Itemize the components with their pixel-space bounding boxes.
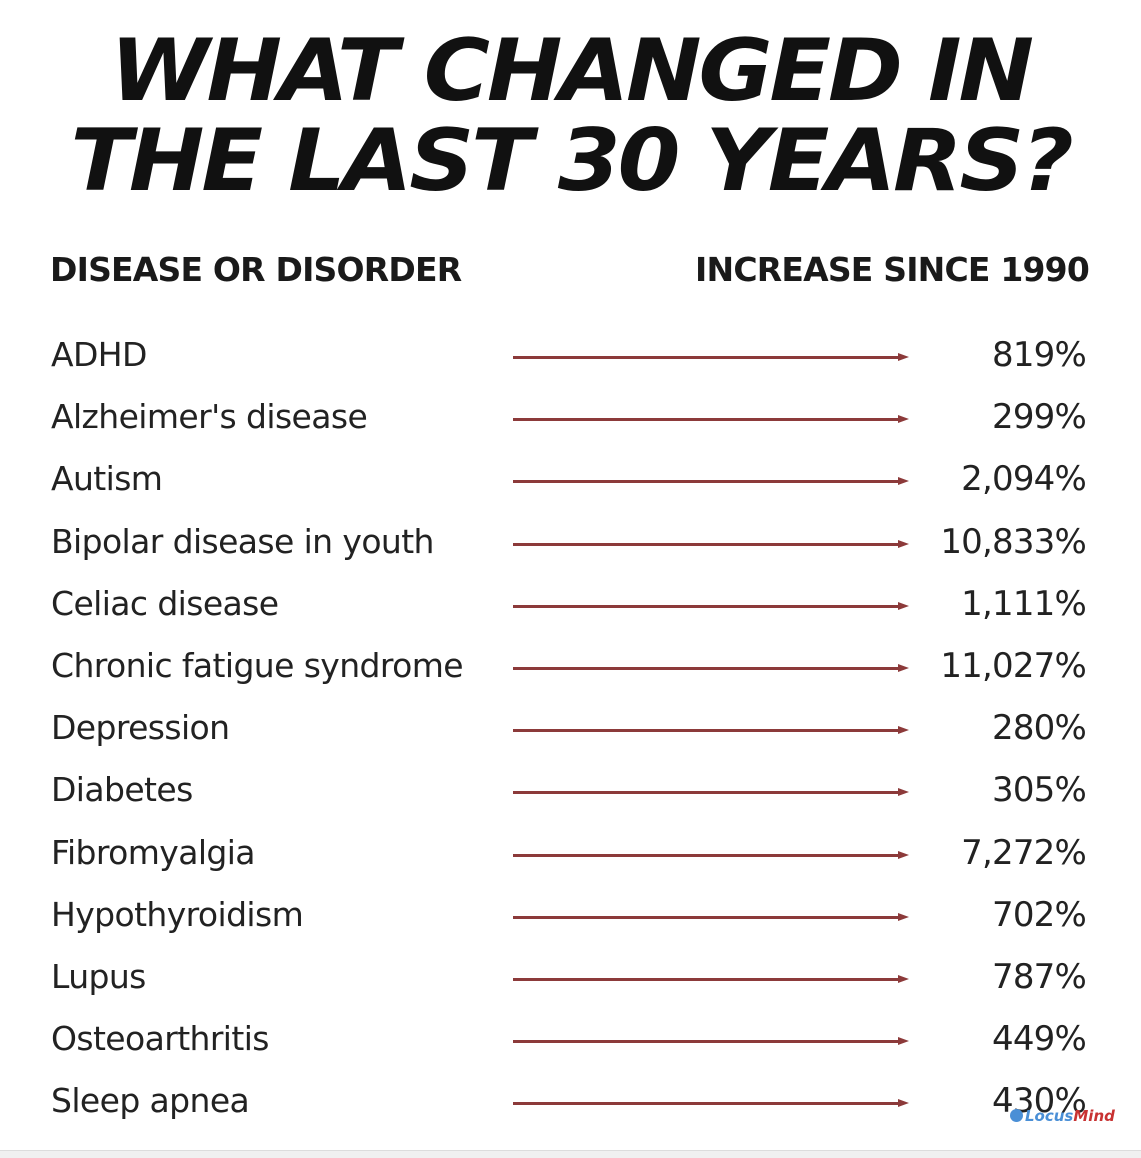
table-row: Autism 2,094% [0, 448, 1141, 510]
increase-value: 2,094% [961, 459, 1087, 500]
table-row: Osteoarthritis 449% [0, 1008, 1141, 1070]
increase-value: 819% [991, 335, 1087, 375]
increase-column-header: INCREASE SINCE 1990 [695, 250, 1090, 289]
arrow-icon [513, 477, 909, 486]
bottom-divider [0, 1150, 1141, 1158]
table-row: Bipolar disease in youth 10,833% [0, 511, 1141, 573]
arrow-icon [513, 539, 909, 548]
title-line-1: WHAT CHANGED IN [110, 21, 1034, 121]
increase-value: 7,272% [961, 832, 1087, 873]
disease-name: Alzheimer's disease [51, 397, 368, 437]
arrow-icon [513, 726, 909, 735]
disease-name: Chronic fatigue syndrome [51, 646, 464, 685]
arrow-icon [513, 788, 909, 797]
disease-name: Sleep apnea [51, 1081, 250, 1121]
arrow-icon [513, 664, 909, 672]
increase-value: 280% [991, 708, 1087, 749]
arrow-icon [513, 353, 909, 361]
increase-value: 430% [991, 1081, 1087, 1122]
increase-value: 702% [991, 894, 1087, 935]
disease-name: ADHD [51, 335, 147, 374]
arrow-icon [513, 415, 909, 424]
arrow-icon [513, 601, 909, 610]
disease-name: Bipolar disease in youth [51, 521, 434, 561]
increase-value: 305% [991, 770, 1087, 811]
table-row: Chronic fatigue syndrome 11,027% [0, 635, 1141, 697]
disease-name: Autism [51, 459, 163, 499]
watermark-text-b: Mind [1073, 1107, 1115, 1125]
disease-column-header: DISEASE OR DISORDER [50, 250, 462, 289]
disease-name: Fibromyalgia [51, 832, 256, 872]
increase-value: 11,027% [940, 646, 1086, 686]
watermark-logo: LocusMind [1010, 1104, 1120, 1128]
increase-value: 787% [991, 957, 1087, 997]
table-row: Hypothyroidism 702% [0, 884, 1141, 946]
table-row: Sleep apnea 430% [0, 1070, 1141, 1132]
arrow-icon [513, 975, 909, 983]
table-row: Depression 280% [0, 697, 1141, 759]
table-row: Diabetes 305% [0, 759, 1141, 821]
increase-value: 1,111% [961, 583, 1087, 624]
table-row: Celiac disease 1,111% [0, 573, 1141, 635]
disease-name: Lupus [51, 957, 146, 996]
table-row: Alzheimer's disease 299% [0, 386, 1141, 448]
disease-name: Depression [51, 708, 230, 748]
title-line-2: THE LAST 30 YEARS? [70, 111, 1073, 211]
increase-value: 10,833% [940, 521, 1086, 562]
table-row: Lupus 787% [0, 946, 1141, 1008]
bulb-icon [1010, 1109, 1023, 1122]
disease-name: Celiac disease [51, 583, 279, 623]
increase-value: 449% [991, 1019, 1087, 1060]
arrow-icon [513, 1037, 909, 1046]
disease-name: Hypothyroidism [51, 894, 304, 934]
table-row: Fibromyalgia 7,272% [0, 822, 1141, 884]
disease-name: Osteoarthritis [51, 1019, 269, 1059]
arrow-icon [513, 1099, 909, 1108]
arrow-icon [513, 912, 909, 921]
arrow-icon [513, 850, 909, 859]
increase-value: 299% [991, 397, 1087, 438]
disease-name: Diabetes [51, 770, 193, 810]
watermark-text-a: Locus [1025, 1107, 1074, 1125]
table-row: ADHD 819% [0, 324, 1141, 386]
